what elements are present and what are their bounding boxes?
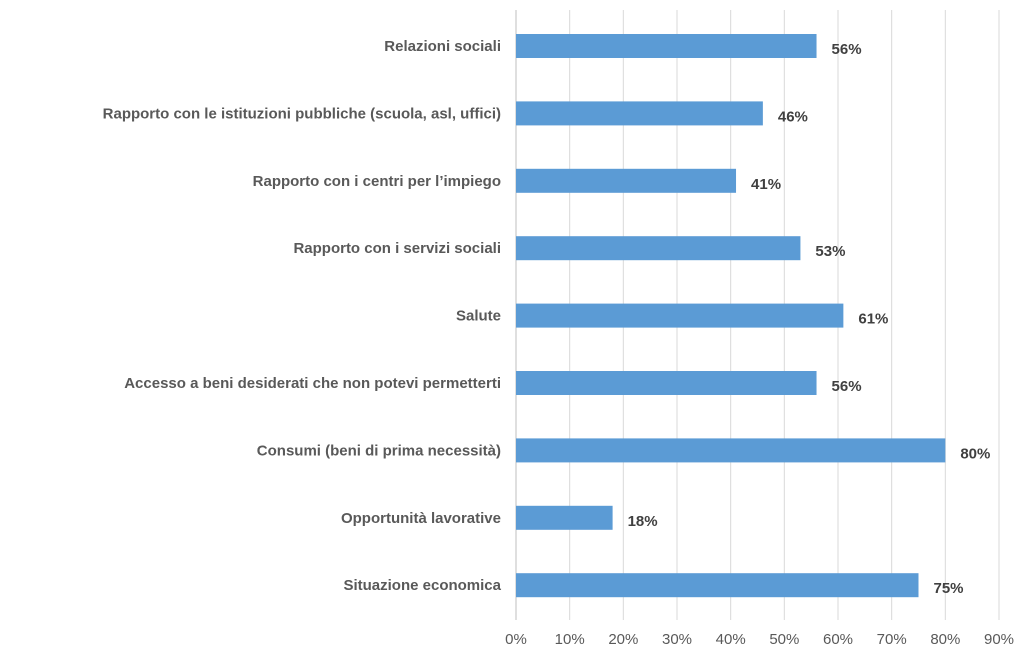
category-label-4: Rapporto con i servizi sociali <box>293 240 501 257</box>
x-tick-label-80: 80% <box>930 631 960 648</box>
data-label-2: 46% <box>778 108 808 125</box>
data-label-6: 56% <box>832 378 862 395</box>
category-label-2: Rapporto con le istituzioni pubbliche (s… <box>103 105 501 122</box>
x-tick-label-30: 30% <box>662 631 692 648</box>
x-tick-label-60: 60% <box>823 631 853 648</box>
data-label-9: 75% <box>934 580 964 597</box>
bar-8[interactable] <box>516 505 613 530</box>
x-tick-label-10: 10% <box>555 631 585 648</box>
bar-2[interactable] <box>516 101 763 126</box>
x-tick-label-40: 40% <box>716 631 746 648</box>
x-tick-label-70: 70% <box>877 631 907 648</box>
bar-5[interactable] <box>516 303 844 328</box>
bar-7[interactable] <box>516 438 946 463</box>
x-tick-label-0: 0% <box>505 631 527 648</box>
x-tick-label-90: 90% <box>984 631 1014 648</box>
category-label-5: Salute <box>456 308 501 325</box>
category-label-6: Accesso a beni desiderati che non potevi… <box>124 375 501 392</box>
data-label-8: 18% <box>628 513 658 530</box>
category-label-8: Opportunità lavorative <box>341 510 501 527</box>
data-label-5: 61% <box>858 311 888 328</box>
bar-4[interactable] <box>516 236 801 261</box>
x-tick-label-20: 20% <box>608 631 638 648</box>
bar-3[interactable] <box>516 168 737 193</box>
bar-6[interactable] <box>516 371 817 395</box>
x-tick-label-50: 50% <box>769 631 799 648</box>
data-label-3: 41% <box>751 176 781 193</box>
bar-1[interactable] <box>516 34 817 58</box>
category-label-3: Rapporto con i centri per l’impiego <box>253 173 501 190</box>
data-label-4: 53% <box>815 243 845 260</box>
category-label-7: Consumi (beni di prima necessità) <box>257 442 501 459</box>
category-label-1: Relazioni sociali <box>384 38 501 55</box>
bar-9[interactable] <box>516 573 919 598</box>
data-label-1: 56% <box>832 41 862 58</box>
category-label-9: Situazione economica <box>343 577 501 594</box>
data-label-7: 80% <box>960 445 990 462</box>
